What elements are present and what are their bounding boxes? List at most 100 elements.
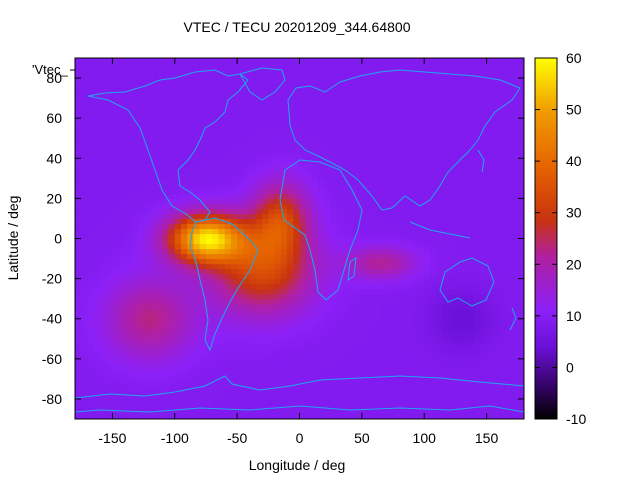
heatmap-cell: [137, 288, 145, 295]
heatmap-cell: [205, 278, 213, 285]
heatmap-cell: [156, 138, 163, 144]
heatmap-cell: [156, 283, 163, 290]
heatmap-cell: [99, 363, 107, 370]
heatmap-cell: [93, 348, 101, 355]
heatmap-cell: [205, 203, 213, 210]
heatmap-cell: [461, 248, 469, 255]
heatmap-cell: [218, 413, 226, 419]
heatmap-cell: [156, 343, 163, 350]
heatmap-cell: [386, 383, 394, 390]
heatmap-cell: [305, 233, 313, 240]
heatmap-cell: [499, 273, 506, 280]
heatmap-cell: [517, 223, 524, 230]
heatmap-cell: [187, 283, 195, 290]
heatmap-cell: [212, 353, 220, 360]
heatmap-cell: [112, 173, 120, 179]
heatmap-cell: [287, 183, 294, 189]
heatmap-cell: [374, 113, 382, 119]
heatmap-cell: [131, 353, 138, 360]
heatmap-cell: [399, 208, 407, 215]
heatmap-cell: [131, 88, 138, 94]
heatmap-cell: [106, 138, 114, 144]
heatmap-cell: [442, 288, 450, 295]
heatmap-cell: [87, 83, 95, 89]
heatmap-cell: [449, 363, 457, 370]
heatmap-cell: [237, 313, 244, 320]
heatmap-cell: [205, 128, 213, 134]
heatmap-cell: [405, 303, 413, 310]
heatmap-cell: [442, 98, 450, 104]
heatmap-cell: [143, 313, 151, 320]
heatmap-cell: [486, 378, 494, 385]
heatmap-cell: [268, 378, 276, 385]
heatmap-cell: [137, 373, 145, 380]
heatmap-cell: [480, 248, 488, 255]
heatmap-cell: [380, 128, 388, 134]
heatmap-cell: [149, 133, 157, 139]
heatmap-cell: [318, 233, 326, 240]
heatmap-cell: [474, 253, 481, 260]
heatmap-cell: [255, 303, 263, 310]
heatmap-cell: [268, 178, 276, 184]
heatmap-cell: [368, 168, 375, 174]
heatmap-cell: [249, 113, 257, 119]
heatmap-cell: [349, 363, 357, 370]
heatmap-cell: [187, 103, 195, 109]
heatmap-cell: [442, 158, 450, 164]
heatmap-cell: [205, 118, 213, 124]
heatmap-cell: [318, 323, 326, 330]
heatmap-cell: [349, 413, 357, 419]
heatmap-cell: [474, 133, 481, 139]
heatmap-cell: [299, 283, 307, 290]
heatmap-cell: [106, 233, 114, 240]
heatmap-cell: [218, 398, 226, 405]
heatmap-cell: [249, 278, 257, 285]
heatmap-cell: [505, 158, 513, 164]
heatmap-cell: [449, 143, 457, 149]
heatmap-cell: [218, 73, 226, 79]
heatmap-cell: [237, 343, 244, 350]
heatmap-cell: [318, 228, 326, 235]
heatmap-cell: [336, 203, 344, 210]
heatmap-cell: [268, 403, 276, 410]
heatmap-cell: [106, 383, 114, 390]
heatmap-cell: [255, 103, 263, 109]
heatmap-cell: [374, 263, 382, 270]
heatmap-cell: [380, 163, 388, 169]
heatmap-cell: [449, 158, 457, 164]
heatmap-cell: [486, 78, 494, 84]
heatmap-cell: [511, 378, 519, 385]
heatmap-cell: [480, 273, 488, 280]
heatmap-cell: [199, 218, 207, 225]
heatmap-cell: [430, 338, 438, 345]
heatmap-cell: [255, 178, 263, 184]
heatmap-cell: [355, 413, 363, 419]
heatmap-cell: [162, 158, 170, 164]
heatmap-cell: [336, 328, 344, 335]
heatmap-cell: [131, 183, 138, 189]
heatmap-cell: [318, 383, 326, 390]
heatmap-cell: [224, 133, 232, 139]
heatmap-cell: [311, 178, 319, 184]
heatmap-cell: [262, 108, 269, 114]
heatmap-cell: [380, 318, 388, 325]
heatmap-cell: [81, 193, 89, 199]
heatmap-cell: [224, 153, 232, 159]
heatmap-cell: [455, 208, 463, 215]
heatmap-cell: [336, 248, 344, 255]
heatmap-cell: [131, 318, 138, 325]
heatmap-cell: [455, 108, 463, 114]
heatmap-cell: [424, 333, 432, 340]
heatmap-cell: [474, 123, 481, 129]
heatmap-cell: [299, 73, 307, 79]
heatmap-cell: [112, 188, 120, 194]
heatmap-cell: [499, 183, 506, 189]
heatmap-cell: [393, 258, 400, 265]
heatmap-cell: [131, 323, 138, 330]
heatmap-cell: [305, 263, 313, 270]
heatmap-cell: [81, 353, 89, 360]
heatmap-cell: [143, 153, 151, 159]
heatmap-cell: [87, 218, 95, 225]
heatmap-cell: [230, 308, 238, 315]
heatmap-cell: [181, 213, 188, 220]
